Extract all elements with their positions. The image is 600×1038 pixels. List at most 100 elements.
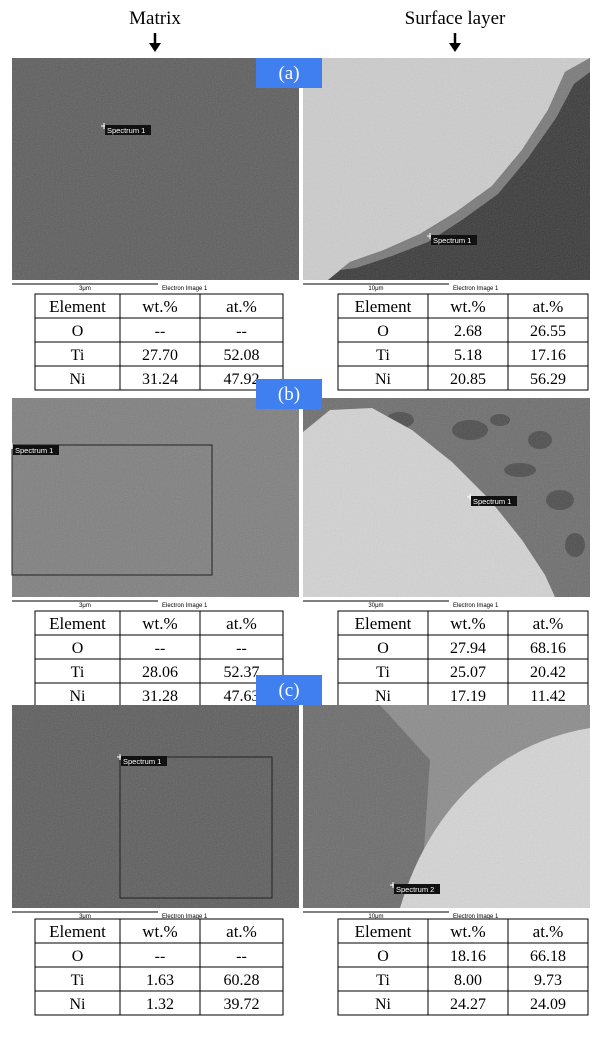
image-caption: Electron Image 1 <box>453 603 499 609</box>
sem-image: Spectrum 1 <box>12 58 299 280</box>
table-cell: 1.63 <box>146 972 174 989</box>
table-cell: 8.00 <box>454 972 482 989</box>
column-header: Matrix <box>129 8 181 29</box>
spectrum-label: Spectrum 1 <box>433 236 471 245</box>
table-cell: 2.68 <box>454 323 482 340</box>
arrow-head <box>449 43 461 52</box>
table-cell: 27.70 <box>142 347 178 364</box>
table-header: at.% <box>533 922 564 941</box>
table-cell: O <box>72 948 84 965</box>
table-cell: Ti <box>376 347 390 364</box>
table-cell: 31.28 <box>142 688 178 705</box>
image-caption: Electron Image 1 <box>162 603 208 609</box>
table-header: Element <box>355 297 412 316</box>
table-header: wt.% <box>142 297 177 316</box>
spectrum-label: Spectrum 1 <box>123 757 161 766</box>
table-cell: O <box>72 323 84 340</box>
arrow-head <box>149 43 161 52</box>
table-cell: 52.08 <box>224 347 260 364</box>
table-cell: 5.18 <box>454 347 482 364</box>
table-cell: 20.85 <box>450 371 486 388</box>
table-cell: 24.09 <box>530 996 566 1013</box>
table-cell: Ti <box>376 664 390 681</box>
column-header: Surface layer <box>405 8 506 29</box>
figure: Matrix Surface layer Spectrum 1 3μm Electron… <box>0 0 600 1038</box>
table-cell: 20.42 <box>530 664 566 681</box>
table-cell: 24.27 <box>450 996 486 1013</box>
table-cell: -- <box>155 640 166 657</box>
table-cell: Ti <box>71 664 85 681</box>
table-cell: -- <box>236 323 247 340</box>
table-cell: -- <box>236 948 247 965</box>
table-cell: 56.29 <box>530 371 566 388</box>
image-texture <box>303 398 590 597</box>
table-cell: 1.32 <box>146 996 174 1013</box>
sem-image: Spectrum 1 <box>303 398 590 597</box>
table-cell: Ni <box>375 688 392 705</box>
table-header: wt.% <box>450 297 485 316</box>
sem-image: Spectrum 1 <box>303 58 590 280</box>
table-cell: 17.19 <box>450 688 486 705</box>
table-cell: -- <box>155 323 166 340</box>
table-header: Element <box>49 297 106 316</box>
spectrum-label: Spectrum 1 <box>107 126 145 135</box>
table-cell: Ti <box>71 347 85 364</box>
table-cell: 47.63 <box>224 688 260 705</box>
image-texture <box>303 705 590 908</box>
table-cell: 31.24 <box>142 371 178 388</box>
table-cell: 11.42 <box>530 688 565 705</box>
scale-label: 10μm <box>368 286 383 292</box>
scale-label: 3μm <box>79 286 91 292</box>
image-texture <box>12 705 299 908</box>
table-header: wt.% <box>142 922 177 941</box>
table-cell: Ni <box>70 996 87 1013</box>
table-header: wt.% <box>450 614 485 633</box>
sem-image: Spectrum 1 <box>12 705 299 908</box>
table-header: Element <box>49 614 106 633</box>
table-cell: Ni <box>375 996 392 1013</box>
table-cell: 39.72 <box>224 996 260 1013</box>
table-cell: 26.55 <box>530 323 566 340</box>
table-cell: 18.16 <box>450 948 486 965</box>
image-caption: Electron Image 1 <box>453 286 499 292</box>
image-texture <box>303 58 590 280</box>
table-header: Element <box>49 922 106 941</box>
spectrum-label: Spectrum 1 <box>473 497 511 506</box>
panel-label: (c) <box>278 680 299 701</box>
table-cell: O <box>377 640 389 657</box>
table-header: at.% <box>226 297 257 316</box>
table-header: at.% <box>226 922 257 941</box>
table-cell: -- <box>236 640 247 657</box>
table-cell: 27.94 <box>450 640 486 657</box>
sem-image: Spectrum 2 <box>303 705 590 908</box>
table-cell: 68.16 <box>530 640 566 657</box>
scale-label: 3μm <box>79 603 91 609</box>
table-cell: 52.37 <box>224 664 260 681</box>
table-header: wt.% <box>450 922 485 941</box>
table-cell: 28.06 <box>142 664 178 681</box>
scale-label: 30μm <box>368 603 383 609</box>
table-cell: Ti <box>376 972 390 989</box>
panel-label: (a) <box>278 63 299 84</box>
image-caption: Electron Image 1 <box>162 286 208 292</box>
table-cell: Ni <box>375 371 392 388</box>
sem-image: Spectrum 1 <box>9 398 299 597</box>
table-header: at.% <box>533 297 564 316</box>
table-cell: -- <box>155 948 166 965</box>
table-header: wt.% <box>142 614 177 633</box>
spectrum-label: Spectrum 2 <box>396 885 434 894</box>
table-cell: Ni <box>70 688 87 705</box>
table-cell: 17.16 <box>530 347 566 364</box>
image-texture <box>12 398 299 597</box>
table-cell: O <box>377 948 389 965</box>
table-cell: Ti <box>71 972 85 989</box>
table-cell: 25.07 <box>450 664 486 681</box>
spectrum-label: Spectrum 1 <box>15 446 53 455</box>
table-header: at.% <box>226 614 257 633</box>
table-header: Element <box>355 922 412 941</box>
table-cell: O <box>377 323 389 340</box>
table-cell: Ni <box>70 371 87 388</box>
table-cell: 47.92 <box>224 371 260 388</box>
table-cell: 66.18 <box>530 948 566 965</box>
table-cell: O <box>72 640 84 657</box>
